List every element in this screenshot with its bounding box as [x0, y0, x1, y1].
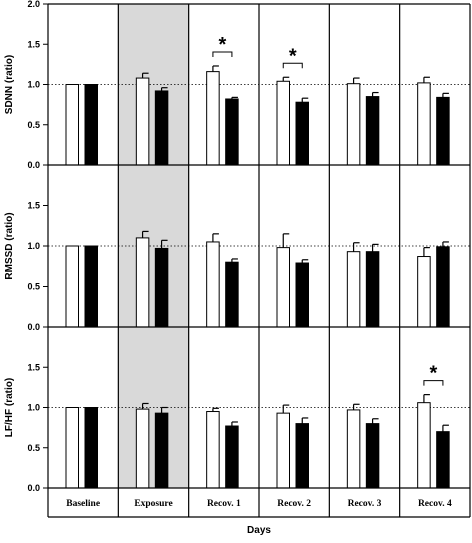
y-tick-label: 1.5: [27, 201, 40, 211]
y-tick-label: 0.0: [27, 483, 40, 493]
bar-recov-3-s2: [365, 251, 380, 328]
y-tick-label: 0.5: [27, 120, 40, 130]
y-axis-label: SDNN (ratio): [4, 55, 15, 114]
bar-exposure-s1: [135, 77, 150, 166]
bar-recov-1-s2: [225, 261, 239, 328]
bar-recov-4-s2: [436, 246, 450, 328]
day-label-recov-4: Recov. 4: [418, 499, 452, 509]
significance-star: *: [289, 45, 297, 67]
significance-star: *: [430, 363, 438, 385]
y-tick-label: 1.0: [27, 80, 40, 90]
bar-recov-2-s1: [276, 412, 290, 489]
bar-exposure-s2: [154, 412, 169, 489]
bar-baseline-s1: [65, 407, 79, 489]
y-tick-label: 1.5: [27, 39, 40, 49]
day-label-recov-1: Recov. 1: [207, 499, 241, 509]
y-tick-label: 0.0: [27, 160, 40, 170]
bar-recov-1-s1: [206, 411, 220, 489]
y-tick-label: 1.0: [27, 241, 40, 251]
bar-recov-1-s1: [206, 71, 220, 166]
bar-recov-1-s1: [206, 241, 220, 328]
panel-2: 0.0 0.5 1.0 1.5 RMSSD (ratio): [4, 201, 470, 332]
bar-recov-3-s1: [346, 409, 361, 489]
y-tick-label: 0.5: [27, 443, 40, 453]
bar-recov-1-s2: [225, 425, 239, 489]
bar-baseline-s2: [84, 245, 98, 328]
day-label-recov-2: Recov. 2: [277, 499, 311, 509]
y-tick-label: 0.5: [27, 282, 40, 292]
bar-recov-3-s2: [365, 423, 380, 489]
significance-bracket: [282, 62, 303, 69]
y-axis-label: RMSSD (ratio): [4, 212, 15, 279]
day-label-baseline: Baseline: [66, 499, 100, 509]
bar-exposure-s1: [135, 237, 150, 328]
bar-recov-4-s2: [436, 431, 450, 489]
bar-recov-1-s2: [225, 98, 239, 166]
significance-star: *: [219, 34, 227, 56]
bar-recov-4-s1: [417, 402, 431, 489]
bar-recov-2-s1: [276, 80, 290, 166]
bar-baseline-s2: [84, 84, 98, 166]
bar-recov-2-s1: [276, 247, 290, 328]
x-axis-label: Days: [247, 525, 271, 536]
y-tick-label: 0.0: [27, 322, 40, 332]
y-tick-label: 1.5: [27, 362, 40, 372]
bar-recov-3-s2: [365, 96, 380, 166]
y-tick-label: 1.0: [27, 403, 40, 413]
day-label-recov-3: Recov. 3: [348, 499, 382, 509]
bar-exposure-s1: [135, 408, 150, 489]
bar-baseline-s1: [65, 245, 79, 328]
significance-bracket: [212, 51, 233, 57]
panel-frame: [47, 3, 471, 518]
bar-recov-2-s2: [295, 101, 309, 166]
bar-exposure-s2: [154, 247, 169, 328]
y-axis-label: LF/HF (ratio): [4, 378, 15, 437]
bar-recov-3-s1: [346, 251, 361, 328]
panel-3: * 0.0 0.5 1.0 1.5 LF/HF (ratio): [4, 362, 470, 493]
bar-recov-2-s2: [295, 262, 309, 328]
bar-baseline-s2: [84, 407, 98, 489]
bar-recov-3-s1: [346, 83, 361, 166]
bar-baseline-s1: [65, 84, 79, 166]
day-label-exposure: Exposure: [134, 499, 172, 509]
y-tick-label: 2.0: [27, 0, 40, 9]
significance-bracket: [423, 380, 444, 386]
bar-recov-4-s2: [436, 96, 450, 166]
bar-recov-2-s2: [295, 423, 309, 489]
bar-recov-4-s1: [417, 82, 431, 166]
bar-exposure-s2: [154, 90, 169, 166]
bar-recov-4-s1: [417, 256, 431, 328]
